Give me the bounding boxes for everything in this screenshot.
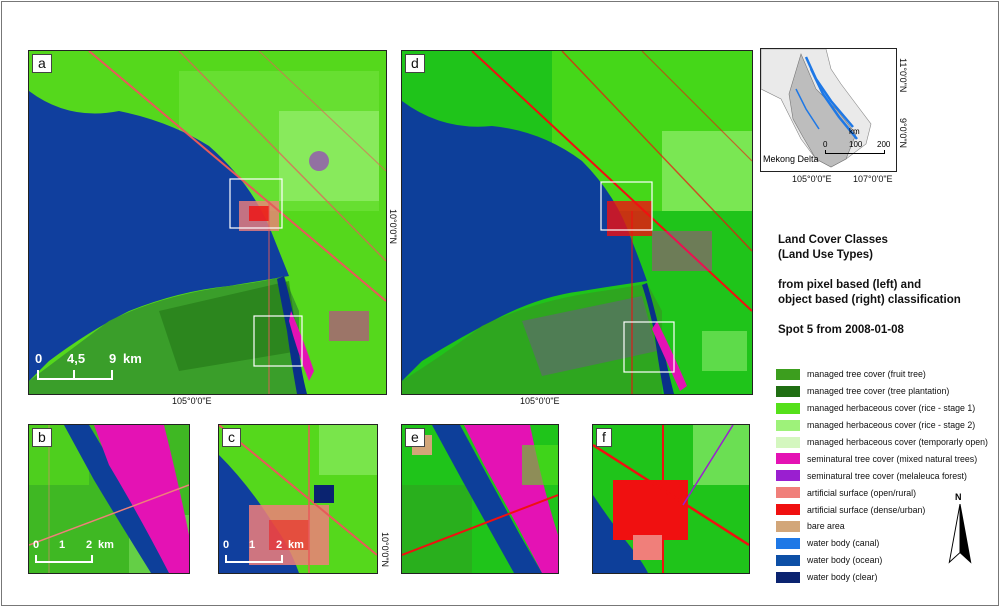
legend-item: water body (canal) [776, 535, 988, 552]
scale-tick: 0 [33, 539, 40, 551]
legend-label: artificial surface (dense/urban) [807, 504, 926, 515]
inset-scale-unit: km [849, 127, 860, 136]
legend: managed tree cover (fruit tree) managed t… [776, 366, 988, 586]
legend-swatch [776, 504, 800, 516]
legend-item: managed tree cover (fruit tree) [776, 366, 988, 383]
inset-latitude-label: 11°0'0"N [898, 58, 908, 93]
legend-item: bare area [776, 518, 988, 535]
scale-line [225, 555, 283, 563]
scale-bar: 0 4,5 9 km [33, 351, 143, 383]
inset-scale-line [825, 150, 885, 154]
scale-line [37, 370, 113, 380]
map-panel-d: d [401, 50, 753, 395]
title-line: object based (right) classification [778, 294, 961, 306]
inset-map: km 0 100 200 Mekong Delta [760, 48, 897, 172]
legend-label: water body (ocean) [807, 555, 883, 566]
legend-item: managed herbaceous cover (rice - stage 1… [776, 400, 988, 417]
scale-tick: 1 [249, 539, 256, 551]
map-panel-e: e [401, 424, 559, 574]
map-panel-f: f [592, 424, 750, 574]
scale-tick: 1 [59, 539, 66, 551]
scale-tick: 4,5 [67, 351, 86, 366]
legend-label: managed herbaceous cover (temporarly ope… [807, 437, 988, 447]
scale-tick: 2 [276, 539, 283, 551]
panel-label: d [405, 54, 425, 73]
scale-line [73, 370, 75, 380]
panel-label: e [405, 428, 425, 447]
north-arrow-icon [948, 504, 972, 564]
legend-item: water body (clear) [776, 569, 988, 586]
inset-scale-tick: 0 [823, 140, 828, 149]
legend-swatch [776, 453, 800, 465]
legend-item: water body (ocean) [776, 552, 988, 569]
legend-label: seminatural tree cover (mixed natural tr… [807, 453, 978, 464]
legend-item: artificial surface (dense/urban) [776, 501, 988, 518]
legend-label: managed tree cover (tree plantation) [807, 386, 950, 397]
map-panel-a: a 0 4,5 9 km [28, 50, 387, 395]
legend-swatch [776, 571, 800, 583]
legend-swatch [776, 368, 800, 380]
legend-label: managed herbaceous cover (rice - stage 1… [807, 403, 976, 414]
legend-item: seminatural tree cover (melaleuca forest… [776, 467, 988, 484]
panel-label: b [32, 428, 52, 447]
latitude-label: 10°0'0"N [388, 209, 398, 245]
legend-item: artificial surface (open/rural) [776, 484, 988, 501]
legend-item: managed tree cover (tree plantation) [776, 383, 988, 400]
scale-unit: km [98, 539, 114, 551]
title-line: Land Cover Classes [778, 234, 888, 246]
legend-label: seminatural tree cover (melaleuca forest… [807, 470, 967, 481]
legend-label: water body (clear) [807, 572, 878, 583]
legend-swatch [776, 436, 800, 448]
panel-label: c [222, 428, 241, 447]
legend-swatch [776, 537, 800, 549]
legend-label: water body (canal) [807, 538, 880, 549]
scale-tick: 2 [86, 539, 93, 551]
scale-unit: km [288, 539, 304, 551]
latitude-label: 10°0'0"N [380, 532, 390, 568]
legend-label: managed herbaceous cover (rice - stage 2… [807, 420, 976, 431]
inset-longitude-label: 105°0'0"E [792, 174, 832, 184]
legend-swatch [776, 487, 800, 499]
scale-unit: km [123, 351, 142, 366]
inset-scale-tick: 200 [877, 140, 891, 149]
map-title: Land Cover Classes (Land Use Types) from… [778, 233, 993, 338]
legend-swatch [776, 402, 800, 414]
panel-label: f [596, 428, 612, 447]
scale-line [35, 555, 93, 563]
title-line: (Land Use Types) [778, 249, 873, 261]
map-panel-b: b 0 1 2 km [28, 424, 190, 574]
title-line: Spot 5 from 2008-01-08 [778, 324, 904, 336]
legend-swatch [776, 419, 800, 431]
inset-latitude-label: 9°0'0"N [898, 118, 908, 149]
scale-tick: 9 [109, 351, 117, 366]
legend-swatch [776, 520, 800, 532]
legend-item: managed herbaceous cover (temporarly ope… [776, 434, 988, 451]
legend-swatch [776, 385, 800, 397]
legend-swatch [776, 554, 800, 566]
scale-tick: 0 [35, 351, 43, 366]
scale-tick: 0 [223, 539, 230, 551]
legend-item: seminatural tree cover (mixed natural tr… [776, 450, 988, 467]
inset-longitude-label: 107°0'0"E [853, 174, 893, 184]
scale-bar: 0 1 2 km [221, 539, 311, 569]
legend-label: artificial surface (open/rural) [807, 487, 917, 498]
legend-item: managed herbaceous cover (rice - stage 2… [776, 417, 988, 434]
scale-bar: 0 1 2 km [31, 539, 121, 569]
inset-place-label: Mekong Delta [763, 154, 819, 164]
inset-scale-tick: 100 [849, 140, 863, 149]
longitude-label: 105°0'0"E [520, 396, 560, 406]
legend-label: bare area [807, 521, 845, 532]
longitude-label: 105°0'0"E [172, 396, 212, 406]
title-line: from pixel based (left) and [778, 279, 922, 291]
north-arrow: N [945, 492, 975, 572]
panel-label: a [32, 54, 52, 73]
north-label: N [955, 492, 962, 502]
map-panel-c: c 0 1 2 km [218, 424, 378, 574]
legend-swatch [776, 470, 800, 482]
legend-label: managed tree cover (fruit tree) [807, 369, 926, 380]
